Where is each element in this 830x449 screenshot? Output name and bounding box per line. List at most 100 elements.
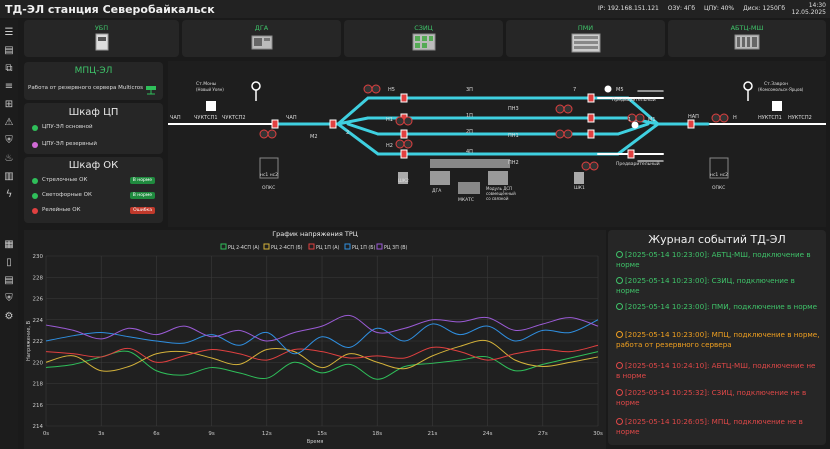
svg-text:ОПКС: ОПКС (712, 185, 725, 191)
legend-swatch (263, 243, 270, 250)
svg-text:нс1 нс2: нс1 нс2 (710, 172, 728, 178)
check-icon (616, 303, 623, 310)
svg-text:М2: М2 (310, 134, 318, 140)
svg-text:со связкой: со связкой (486, 196, 509, 201)
lightning-icon[interactable]: ϟ (5, 188, 13, 200)
cabinet-icon[interactable]: ▤ (4, 274, 14, 286)
clock: 14:30 12.05.2025 (792, 2, 826, 16)
svg-text:МКАТС: МКАТС (458, 197, 474, 203)
device-pmi[interactable]: ПМИ (506, 20, 665, 57)
y-tick-label: 228 (33, 275, 44, 281)
svg-text:ПН1: ПН1 (508, 133, 519, 139)
journal-text: [2025-05-14 10:23:00]: СЗИЦ, подключение… (616, 276, 795, 295)
settings-icon[interactable]: ⚙ (4, 310, 14, 322)
legend-label: РЦ 1П (Б) (352, 245, 375, 251)
status-dot (32, 178, 38, 184)
journal-entry[interactable]: [2025-05-14 10:24:10]: АБТЦ-МШ, подключе… (616, 361, 820, 381)
error-icon (616, 418, 623, 425)
device-ubp[interactable]: УБП (24, 20, 179, 57)
svg-text:Ст.Заврон: Ст.Заврон (764, 81, 788, 87)
track-4p (336, 122, 660, 156)
legend-swatch (308, 243, 315, 250)
switch-icon[interactable]: ⧉ (5, 62, 13, 74)
svg-text:ДГА: ДГА (432, 188, 442, 194)
mpc-title: МПЦ-ЭЛ (74, 66, 113, 76)
ok-cabinet-panel: Шкаф ОК Стрелочные ОК В норме Светофорны… (24, 157, 163, 223)
ram-usage: ОЗУ: 4Гб (667, 5, 696, 12)
y-tick-label: 214 (33, 424, 44, 430)
svg-text:4П: 4П (466, 149, 473, 155)
legend-swatch (220, 243, 227, 250)
fire-icon[interactable]: ♨ (4, 152, 14, 164)
journal-entry[interactable]: [2025-05-14 10:23:00]: СЗИЦ, подключение… (616, 276, 820, 296)
error-icon (616, 362, 623, 369)
insulated-joints (271, 93, 695, 159)
legend-label: РЦ 2-4СП (А) (228, 245, 260, 251)
journal-entry[interactable]: [2025-05-14 10:23:00]: АБТЦ-МШ, подключе… (616, 250, 820, 270)
side-nav: ☰ ▤ ⧉ ≡ ⊞ ⚠ ⛨ ♨ ▥ ϟ ▦ ▯ ▤ ⛨ ⚙ (0, 20, 18, 449)
x-tick-label: 21s (427, 431, 437, 437)
journal-entry[interactable]: [2025-05-14 10:23:00]: ПМИ, подключение … (616, 302, 820, 312)
svg-text:1: 1 (628, 117, 631, 123)
mpc-status: Работа от резервного сервера Multicros (28, 85, 143, 91)
svg-text:М1: М1 (648, 117, 656, 123)
device-label: ПМИ (577, 24, 594, 32)
journal-text: [2025-05-14 10:23:00]: МПЦ, подключение … (616, 330, 820, 349)
mpc-panel: МПЦ-ЭЛ Работа от резервного сервера Mult… (24, 62, 163, 100)
svg-text:7: 7 (573, 87, 576, 93)
legend-label: РЦ 1П (А) (316, 245, 339, 251)
security-icon[interactable]: ⛨ (5, 292, 13, 304)
station-scheme: ЧАП ЧУКТСП1 ЧУКТСП2 ЧАП М2 2 Н5 Н1 Н2 3П… (167, 61, 827, 227)
cp-cabinet-panel: Шкаф ЦП ЦПУ-ЭЛ основной ЦПУ-ЭЛ резервный (24, 103, 163, 154)
grid-icon[interactable]: ▦ (4, 238, 14, 250)
voltage-chart: График напряжения ТРЦ РЦ 2-4СП (А) РЦ 2-4С… (26, 230, 603, 445)
device-abtc[interactable]: АБТЦ-МШ (668, 20, 826, 57)
svg-text:ЧУКТСП1: ЧУКТСП1 (194, 115, 218, 121)
cpu-usage: ЦПУ: 40% (704, 5, 735, 12)
cp-title: Шкаф ЦП (68, 107, 119, 118)
journal-entry[interactable]: [2025-05-14 10:25:32]: СЗИЦ, подключение… (616, 388, 820, 408)
disk-usage: Диск: 1250Гб (743, 5, 786, 12)
ok-row-switch: Стрелочные ОК В норме (32, 177, 157, 187)
menu-icon[interactable]: ☰ (4, 26, 14, 38)
warning-icon[interactable]: ⚠ (4, 116, 14, 128)
station-markers (206, 81, 782, 111)
svg-text:Модуль ДСП: Модуль ДСП (486, 186, 512, 191)
track-icon[interactable]: ≡ (4, 80, 14, 92)
rail-icon[interactable]: ⊞ (4, 98, 14, 110)
signals (259, 84, 729, 171)
network-icon (145, 82, 157, 101)
y-tick-label: 220 (33, 360, 44, 366)
cp-row-main: ЦПУ-ЭЛ основной (32, 124, 157, 134)
row-label: Стрелочные ОК (42, 177, 88, 183)
journal-entry[interactable]: [2025-05-14 10:23:00]: МПЦ, подключение … (616, 330, 820, 350)
svg-text:Н1: Н1 (386, 117, 393, 123)
svg-text:НУКТСП1: НУКТСП1 (758, 115, 782, 121)
svg-text:Н5: Н5 (388, 87, 395, 93)
cp-row-reserve: ЦПУ-ЭЛ резервный (32, 141, 157, 151)
svg-text:НАП: НАП (688, 114, 699, 120)
journal-text: [2025-05-14 10:25:32]: СЗИЦ, подключение… (616, 388, 807, 407)
scheme-svg: ЧАП ЧУКТСП1 ЧУКТСП2 ЧАП М2 2 Н5 Н1 Н2 3П… (167, 81, 827, 203)
svg-text:ПН2: ПН2 (508, 160, 519, 166)
y-tick-label: 226 (33, 297, 44, 303)
device-label: ДГА (254, 24, 269, 32)
device-szic[interactable]: СЗИЦ (344, 20, 503, 57)
svg-text:(Новый Уоян): (Новый Уоян) (196, 87, 224, 92)
document-icon[interactable]: ▯ (6, 256, 12, 268)
svg-text:НУКТСП2: НУКТСП2 (788, 115, 812, 121)
device-label: УБП (94, 24, 109, 32)
shield-icon[interactable]: ⛨ (5, 134, 13, 146)
ok-row-relay: Релейные ОК Ошибка (32, 207, 157, 217)
svg-text:1П: 1П (466, 113, 473, 119)
device-dga[interactable]: ДГА (182, 20, 341, 57)
legend-label: РЦ 2-4СП (Б) (271, 245, 303, 251)
ups-icon (94, 33, 110, 55)
device-label: СЗИЦ (414, 24, 433, 32)
server-icon[interactable]: ▥ (4, 170, 14, 182)
x-tick-label: 24s (483, 431, 493, 437)
ok-row-signal: Светофорные ОК В норме (32, 192, 157, 202)
status-dot (32, 142, 38, 148)
journal-entry[interactable]: [2025-05-14 10:26:05]: МПЦ, подключение … (616, 417, 820, 437)
scheme-icon[interactable]: ▤ (4, 44, 14, 56)
